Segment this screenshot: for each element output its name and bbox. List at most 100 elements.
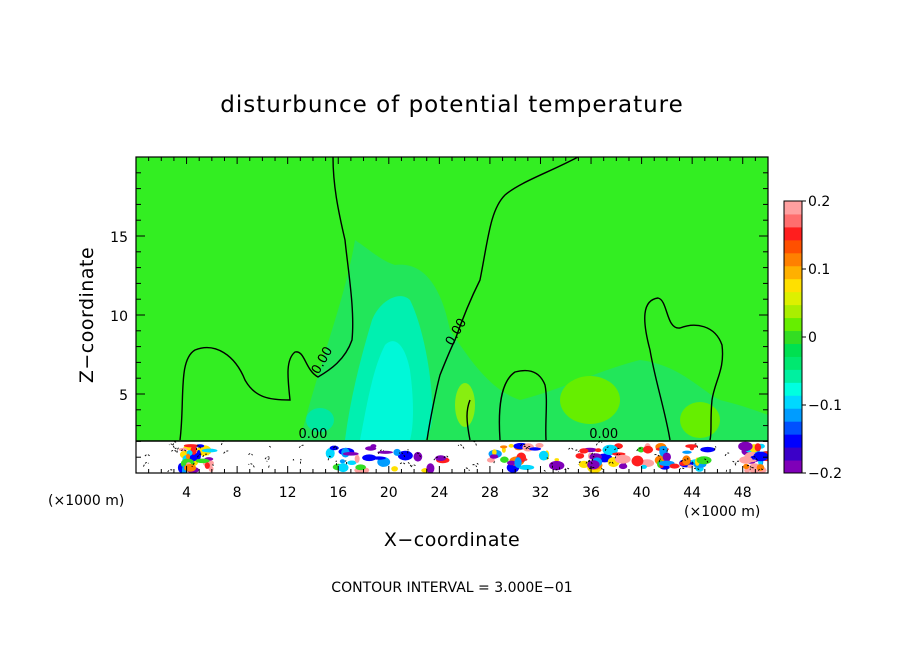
x-tick-label: 44 [683, 485, 701, 501]
boundary-blob [202, 449, 218, 453]
colorbar-swatch [784, 356, 802, 369]
boundary-blob [391, 466, 398, 471]
colorbar-swatch [784, 279, 802, 292]
boundary-blob [355, 464, 366, 470]
colorbar-swatch [784, 214, 802, 227]
boundary-blob [697, 456, 712, 464]
boundary-blob [579, 448, 588, 453]
boundary-blob [500, 445, 507, 448]
colorbar-swatch [784, 266, 802, 279]
boundary-blob [539, 451, 549, 461]
x-unit-label-right: (×1000 m) [684, 504, 760, 520]
positive-patch [680, 402, 720, 438]
colorbar-tick-label: 0 [808, 330, 817, 346]
boundary-blob [739, 456, 752, 463]
boundary-blob [490, 454, 498, 458]
positive-patch [455, 383, 475, 427]
boundary-blob [576, 453, 585, 459]
boundary-blob [435, 455, 446, 461]
boundary-blob [595, 448, 601, 452]
boundary-blob [738, 442, 752, 452]
boundary-blob [347, 461, 356, 465]
colorbar-swatch [784, 421, 802, 434]
x-tick-label: 32 [532, 485, 550, 501]
x-tick-label: 48 [734, 485, 752, 501]
boundary-blob [549, 461, 564, 470]
colorbar-swatch [784, 447, 802, 460]
x-tick-label: 8 [233, 485, 242, 501]
y-axis-label: Z−coordinate [76, 247, 98, 383]
boundary-blob [370, 444, 376, 448]
x-tick-label: 28 [481, 485, 499, 501]
colorbar-swatch [784, 305, 802, 318]
boundary-blob [643, 446, 653, 453]
boundary-blob [700, 447, 715, 452]
colorbar-tick-label: −0.2 [808, 466, 842, 482]
colorbar-swatch [784, 408, 802, 421]
colorbar-swatch [784, 382, 802, 395]
colorbar-swatch [784, 460, 802, 473]
x-tick-label: 4 [182, 485, 191, 501]
positive-patch [560, 376, 620, 424]
boundary-blob [535, 443, 543, 448]
boundary-blob [205, 462, 210, 469]
boundary-blob [682, 455, 691, 465]
colorbar-swatch [784, 395, 802, 408]
boundary-blob [184, 444, 198, 447]
boundary-blob [663, 452, 671, 461]
boundary-blob [393, 449, 400, 456]
colorbar-tick-label: 0.2 [808, 194, 830, 210]
x-tick-label: 36 [582, 485, 600, 501]
y-tick-label: 10 [110, 309, 128, 325]
colorbar-swatch [784, 434, 802, 447]
x-tick-label: 40 [633, 485, 651, 501]
y-tick-label: 5 [119, 388, 128, 404]
x-tick-label: 12 [279, 485, 297, 501]
colorbar-swatch [784, 318, 802, 331]
boundary-blob [619, 463, 627, 469]
boundary-blob [184, 464, 196, 472]
boundary-blob [426, 463, 434, 473]
boundary-blob [682, 451, 692, 454]
boundary-blob [186, 454, 190, 459]
colorbar-swatch [784, 331, 802, 344]
boundary-blob [500, 457, 509, 463]
colorbar-swatch [784, 227, 802, 240]
x-unit-label-left: (×1000 m) [48, 493, 124, 509]
colorbar-labels: 0.20.10−0.1−0.2 [802, 194, 842, 482]
y-tick-label: 15 [110, 230, 128, 246]
colorbar-swatch [784, 201, 802, 214]
colorbar-swatch [784, 369, 802, 382]
boundary-blob [685, 444, 697, 448]
boundary-blob [743, 464, 749, 469]
boundary-blob [632, 456, 644, 467]
boundary-blob [372, 456, 386, 459]
x-axis-label: X−coordinate [384, 529, 520, 551]
x-tick-label: 24 [430, 485, 448, 501]
colorbar-swatch [784, 253, 802, 266]
boundary-blob [509, 444, 514, 448]
chart-title: disturbunce of potential temperature [220, 92, 684, 118]
boundary-blob [755, 443, 761, 451]
boundary-blob [669, 464, 679, 469]
boundary-blob [757, 464, 765, 471]
x-tick-label: 20 [380, 485, 398, 501]
colorbar-swatch [784, 292, 802, 305]
plot-field [136, 157, 774, 476]
colorbar-swatch [784, 240, 802, 253]
contour-interval-note: CONTOUR INTERVAL = 3.000E−01 [331, 580, 572, 596]
boundary-blob [659, 446, 667, 451]
boundary-blob [492, 449, 497, 455]
colorbar-tick-label: 0.1 [808, 262, 830, 278]
contour-label: 0.00 [589, 427, 618, 442]
boundary-blob [615, 455, 631, 464]
boundary-blob [514, 457, 521, 468]
boundary-blob [340, 459, 345, 463]
boundary-blob [377, 451, 393, 454]
boundary-blob [753, 452, 768, 462]
x-tick-label: 16 [329, 485, 347, 501]
colorbar [784, 201, 802, 474]
boundary-blob [338, 463, 349, 472]
